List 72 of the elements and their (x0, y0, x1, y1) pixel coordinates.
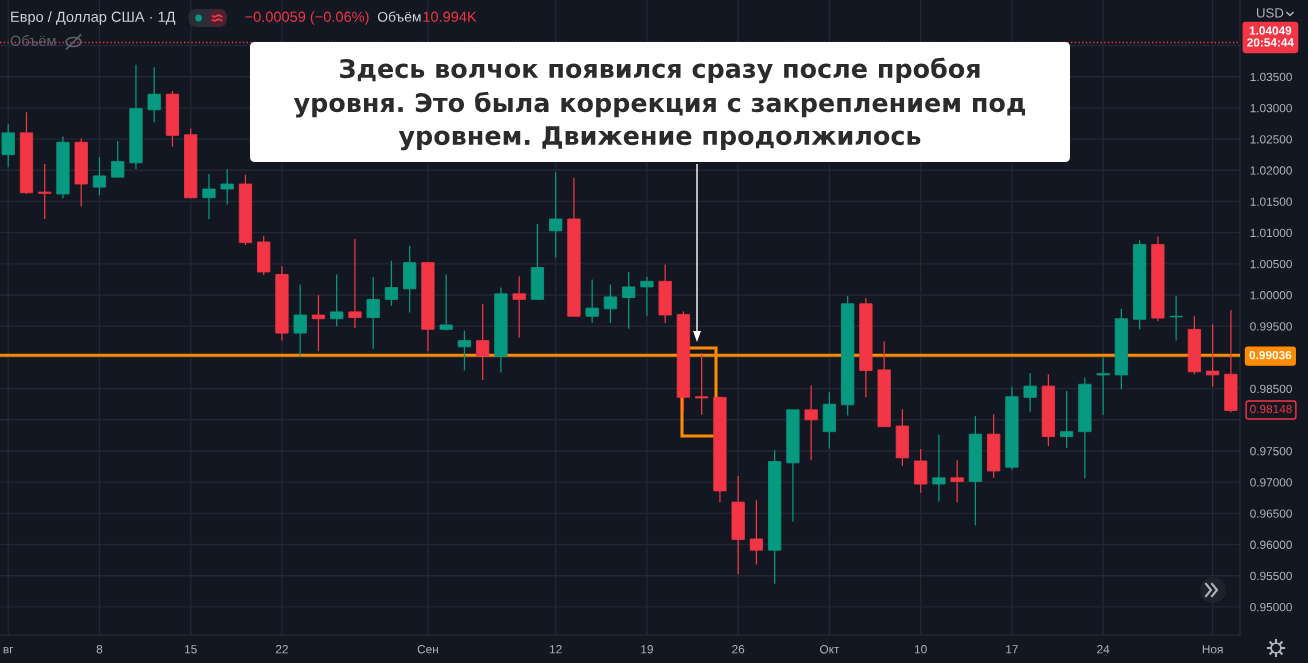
x-tick-label: 10 (914, 645, 927, 654)
annotation: −0.00059 (−0.06%) (245, 11, 369, 25)
y-tick-label: 1.00500 (1250, 259, 1292, 269)
annotation: Здесь волчок появился сразу после пробоя уровня. Это была коррекция с закреплением под уровнем. Движение продолжилось (293, 57, 1025, 151)
ref-line-label: 1.04049 20:54:44 (1247, 26, 1294, 47)
y-tick-label: 0.98500 (1250, 384, 1292, 393)
x-tick-label: 15 (185, 645, 197, 654)
y-tick-label: 1.03500 (1250, 72, 1292, 82)
candlestick (1206, 323, 1220, 388)
x-tick-label: 22 (275, 645, 288, 654)
candlestick (439, 273, 453, 332)
candlestick (950, 459, 964, 503)
candlestick (549, 171, 563, 259)
candlestick (1, 123, 15, 168)
candlestick (330, 273, 344, 327)
x-tick-label: 26 (732, 645, 745, 654)
candlestick (932, 434, 946, 503)
candlestick (92, 156, 107, 196)
y-tick-label: 1.01500 (1250, 197, 1292, 206)
candlestick (311, 294, 326, 352)
y-tick-label: 1.02500 (1250, 135, 1292, 144)
candlestick (366, 276, 380, 350)
y-tick-label: 0.95000 (1250, 602, 1292, 612)
candlestick (804, 384, 818, 461)
y-tick-label: 0.97500 (1250, 447, 1292, 456)
candlestick (1060, 390, 1074, 449)
ref-line-label: 0.99036 (1249, 350, 1292, 360)
candlestick (348, 238, 362, 329)
x-tick-label: Окт (820, 645, 840, 654)
candlestick (512, 275, 526, 339)
y-tick-label: 1.01000 (1250, 228, 1292, 238)
y-tick-label: 1.02000 (1250, 166, 1292, 175)
y-tick-label: 1.03000 (1250, 103, 1292, 113)
candlestick (147, 66, 161, 123)
x-tick-label: 12 (550, 645, 562, 654)
candlestick (202, 173, 216, 220)
x-tick-label: Сен (417, 645, 438, 654)
candlestick (111, 140, 125, 179)
candlestick (38, 163, 52, 220)
y-tick-label: 0.97000 (1250, 478, 1292, 487)
annotation: Объём (377, 11, 421, 22)
text: Евро / Доллар США · 1Д (11, 11, 176, 25)
y-tick-label: 1.00000 (1250, 291, 1292, 300)
candlestick (1096, 356, 1110, 416)
x-tick-label: вг (3, 647, 14, 654)
candlestick (914, 448, 928, 494)
candlestick (476, 303, 490, 381)
annotation: Объём (10, 35, 56, 46)
x-tick-label: 19 (641, 645, 653, 654)
candlestick (585, 278, 599, 324)
text: USD (1257, 8, 1284, 18)
candlestick (220, 168, 234, 206)
x-tick-label: 17 (1006, 645, 1018, 654)
annotation: 10.994K (423, 11, 477, 22)
x-tick-label: 24 (1097, 645, 1110, 654)
candlestick (622, 271, 636, 330)
y-tick-label: 0.95500 (1250, 571, 1292, 581)
candlestick (1023, 372, 1037, 413)
candlestick (457, 329, 472, 372)
candlestick (293, 283, 307, 357)
x-tick-label: Ноя (1202, 645, 1223, 654)
y-tick-label: 0.99500 (1250, 322, 1292, 331)
candlestick (384, 260, 399, 307)
candlestick (749, 499, 764, 566)
candlestick (603, 283, 618, 324)
y-tick-label: 0.96000 (1250, 540, 1292, 549)
text: 0.98148 (1250, 404, 1292, 414)
y-tick-label: 0.96500 (1250, 509, 1292, 518)
candlestick (695, 352, 709, 416)
x-tick-label: 8 (96, 645, 103, 654)
candlestick (1169, 295, 1183, 342)
candlestick (640, 276, 654, 317)
